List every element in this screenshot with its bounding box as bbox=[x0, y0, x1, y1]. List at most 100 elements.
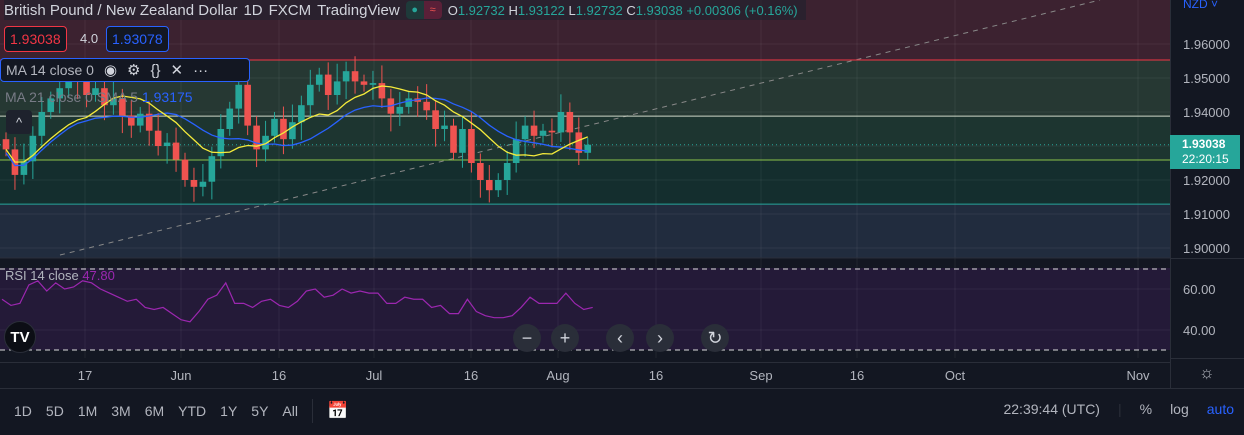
candle bbox=[512, 139, 520, 163]
spread: 4.0 bbox=[80, 31, 99, 46]
market-status[interactable]: ● ≈ bbox=[405, 1, 442, 19]
candle bbox=[128, 115, 135, 126]
range-all[interactable]: All bbox=[282, 402, 298, 419]
candle bbox=[477, 163, 484, 180]
sell-button[interactable]: 1.93038 bbox=[4, 26, 67, 52]
time-tick: 16 bbox=[849, 368, 865, 383]
candle bbox=[2, 139, 10, 150]
ma21-legend[interactable]: MA 21 close 0 SMA 5 1.93175 bbox=[5, 89, 193, 105]
candle bbox=[494, 180, 502, 191]
price-tick: 1.92000 bbox=[1183, 173, 1230, 188]
candle bbox=[369, 83, 377, 85]
range-3m[interactable]: 3M bbox=[111, 402, 131, 419]
percent-toggle[interactable]: % bbox=[1139, 401, 1153, 417]
price-chart[interactable] bbox=[0, 0, 1170, 362]
trendline[interactable] bbox=[59, 0, 1101, 256]
tradingview-logo[interactable]: TV bbox=[4, 321, 36, 353]
candle bbox=[172, 142, 180, 160]
collapse-legend-button[interactable]: ^ bbox=[6, 110, 32, 134]
candle bbox=[262, 135, 269, 150]
candle bbox=[145, 113, 153, 131]
scroll-right-button[interactable]: › bbox=[646, 324, 674, 352]
bottom-toolbar: 1D 5D 1M 3M 6M YTD 1Y 5Y All 📅 22:39:44 … bbox=[0, 388, 1244, 432]
interval[interactable]: 1D bbox=[243, 1, 263, 19]
zoom-in-button[interactable]: + bbox=[551, 324, 579, 352]
candle bbox=[119, 98, 126, 116]
price-tick: 1.91000 bbox=[1183, 207, 1230, 222]
auto-toggle[interactable]: auto bbox=[1206, 401, 1234, 417]
more-icon[interactable]: ··· bbox=[193, 61, 209, 79]
source: TradingView bbox=[317, 1, 400, 19]
candle bbox=[199, 181, 207, 187]
candle bbox=[101, 88, 108, 106]
candle bbox=[548, 130, 556, 133]
candle bbox=[396, 106, 404, 114]
bar-countdown: 22:20:15 bbox=[1182, 152, 1229, 166]
delayed-icon: ≈ bbox=[423, 1, 442, 19]
candle bbox=[92, 88, 99, 95]
candle bbox=[405, 98, 413, 107]
candle bbox=[298, 105, 305, 123]
rsi-tick: 40.00 bbox=[1183, 323, 1216, 338]
price-tick: 1.94000 bbox=[1183, 105, 1230, 120]
candle bbox=[521, 125, 529, 140]
rsi-tick: 60.00 bbox=[1183, 282, 1216, 297]
buy-button[interactable]: 1.93078 bbox=[106, 26, 169, 52]
range-6m[interactable]: 6M bbox=[144, 402, 165, 419]
symbol-header: British Pound / New Zealand Dollar 1D FX… bbox=[4, 0, 806, 20]
candle bbox=[566, 112, 574, 133]
candle bbox=[136, 113, 144, 126]
range-ytd[interactable]: YTD bbox=[178, 402, 207, 419]
time-tick: Nov bbox=[1126, 368, 1150, 383]
eye-icon[interactable]: ◉ bbox=[103, 62, 118, 79]
time-tick: Jul bbox=[365, 368, 383, 383]
price-axis[interactable]: NZD ˅ 1.96000 1.95000 1.94000 1.92000 1.… bbox=[1170, 0, 1244, 388]
candle bbox=[450, 125, 457, 153]
price-tick: 1.90000 bbox=[1183, 241, 1230, 256]
candle bbox=[423, 101, 430, 111]
settings-icon[interactable]: ☼ bbox=[1199, 363, 1215, 382]
range-1d[interactable]: 1D bbox=[14, 402, 32, 419]
candle bbox=[181, 159, 189, 180]
candle bbox=[539, 130, 547, 136]
candle bbox=[29, 135, 37, 162]
candle bbox=[217, 129, 225, 157]
ohlc-values: O1.92732 H1.93122 L1.92732 C1.93038 +0.0… bbox=[447, 2, 798, 18]
candle bbox=[315, 74, 323, 85]
reset-chart-button[interactable]: ↻ bbox=[701, 324, 729, 352]
candle bbox=[47, 98, 55, 112]
gear-icon[interactable]: ⚙ bbox=[127, 62, 141, 79]
time-tick: Jun bbox=[170, 368, 192, 383]
ma14-legend[interactable]: MA 14 close 0 ◉ ⚙ {} ✕ ··· bbox=[0, 58, 250, 82]
rsi-legend[interactable]: RSI 14 close 47.80 bbox=[5, 268, 115, 283]
symbol-title[interactable]: British Pound / New Zealand Dollar bbox=[4, 1, 238, 19]
clock[interactable]: 22:39:44 (UTC) bbox=[1003, 401, 1100, 417]
currency-selector[interactable]: NZD ˅ bbox=[1183, 0, 1219, 11]
candle bbox=[503, 163, 511, 180]
rsi-line bbox=[1, 280, 593, 323]
candle bbox=[253, 125, 260, 150]
candle bbox=[208, 156, 216, 182]
market-open-icon: ● bbox=[405, 1, 424, 19]
candle bbox=[38, 112, 46, 136]
current-price-label: 1.93038 22:20:15 bbox=[1170, 135, 1240, 169]
range-5y[interactable]: 5Y bbox=[251, 402, 269, 419]
time-tick: Sep bbox=[749, 368, 773, 383]
candle bbox=[280, 118, 287, 140]
go-to-date-icon[interactable]: 📅 bbox=[326, 400, 349, 420]
close-icon[interactable]: ✕ bbox=[170, 62, 184, 79]
log-toggle[interactable]: log bbox=[1170, 401, 1189, 417]
candle bbox=[360, 81, 368, 85]
scroll-left-button[interactable]: ‹ bbox=[606, 324, 634, 352]
time-tick: Aug bbox=[546, 368, 570, 383]
time-axis[interactable]: 17 Jun 16 Jul 16 Aug 16 Sep 16 Oct Nov bbox=[0, 362, 1170, 388]
range-1y[interactable]: 1Y bbox=[220, 402, 238, 419]
candle bbox=[557, 112, 565, 133]
source-code-icon[interactable]: {} bbox=[150, 61, 161, 79]
candle bbox=[163, 142, 171, 146]
zoom-out-button[interactable]: − bbox=[513, 324, 541, 352]
range-1m[interactable]: 1M bbox=[77, 402, 98, 419]
price-tick: 1.95000 bbox=[1183, 71, 1230, 86]
range-5d[interactable]: 5D bbox=[45, 402, 64, 419]
candle bbox=[342, 71, 350, 82]
